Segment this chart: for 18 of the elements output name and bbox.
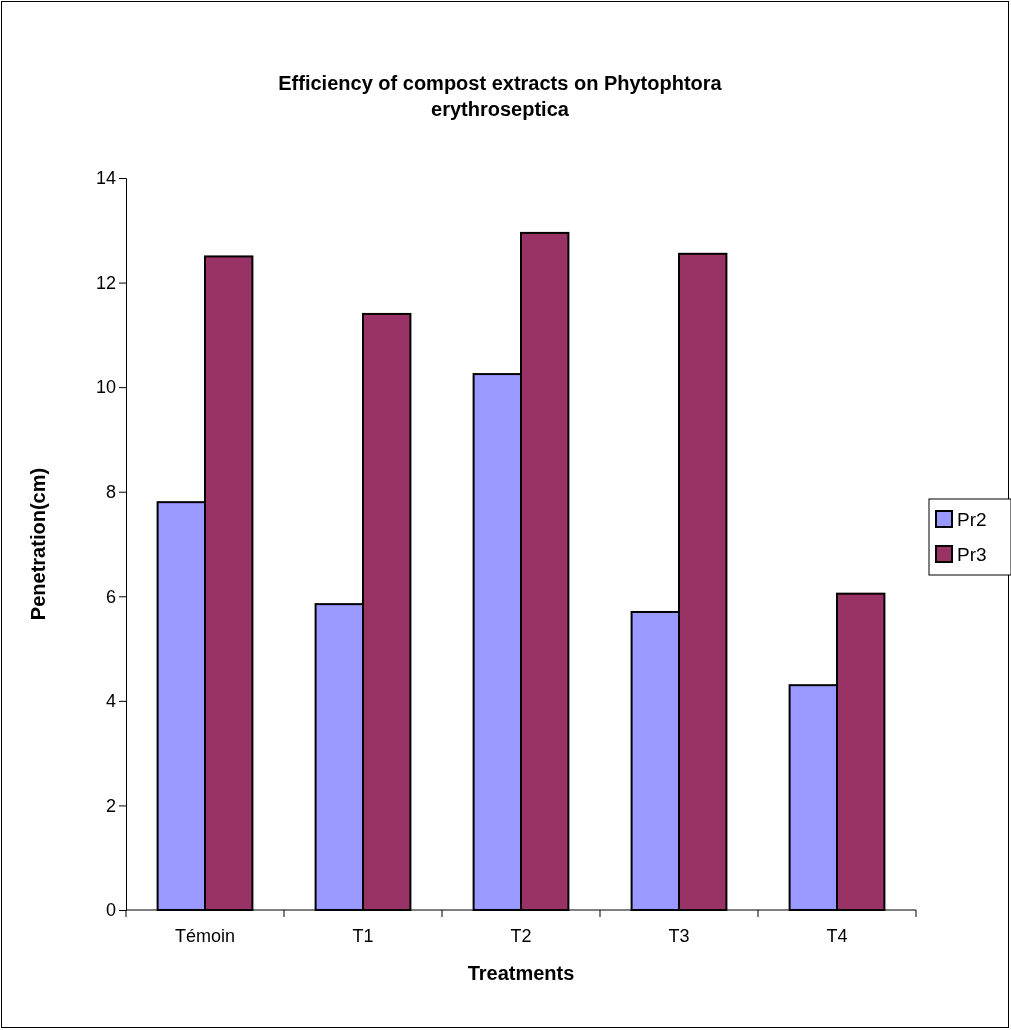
x-tick-label: Témoin [174,925,236,946]
x-axis-title: Treatments [467,962,575,984]
y-tick-label: 12 [95,272,116,293]
y-tick-label: 2 [105,795,116,816]
x-tick-label: T2 [510,925,532,946]
y-tick-label: 4 [105,691,116,712]
legend-label: Pr3 [957,544,987,565]
x-tick-label: T1 [352,925,374,946]
y-tick-label: 14 [95,168,116,189]
x-tick-label: T3 [668,925,690,946]
y-axis-title: Penetration(cm) [27,467,49,621]
y-tick-label: 8 [105,481,116,502]
x-tick-label: T4 [826,925,848,946]
y-tick-label: 6 [105,586,116,607]
chart-title: Efficiency of compost extracts on Phytophtora erythroseptica [278,72,723,120]
y-tick-label: 0 [105,900,116,921]
y-tick-label: 10 [95,377,116,398]
legend-label: Pr2 [957,509,987,530]
